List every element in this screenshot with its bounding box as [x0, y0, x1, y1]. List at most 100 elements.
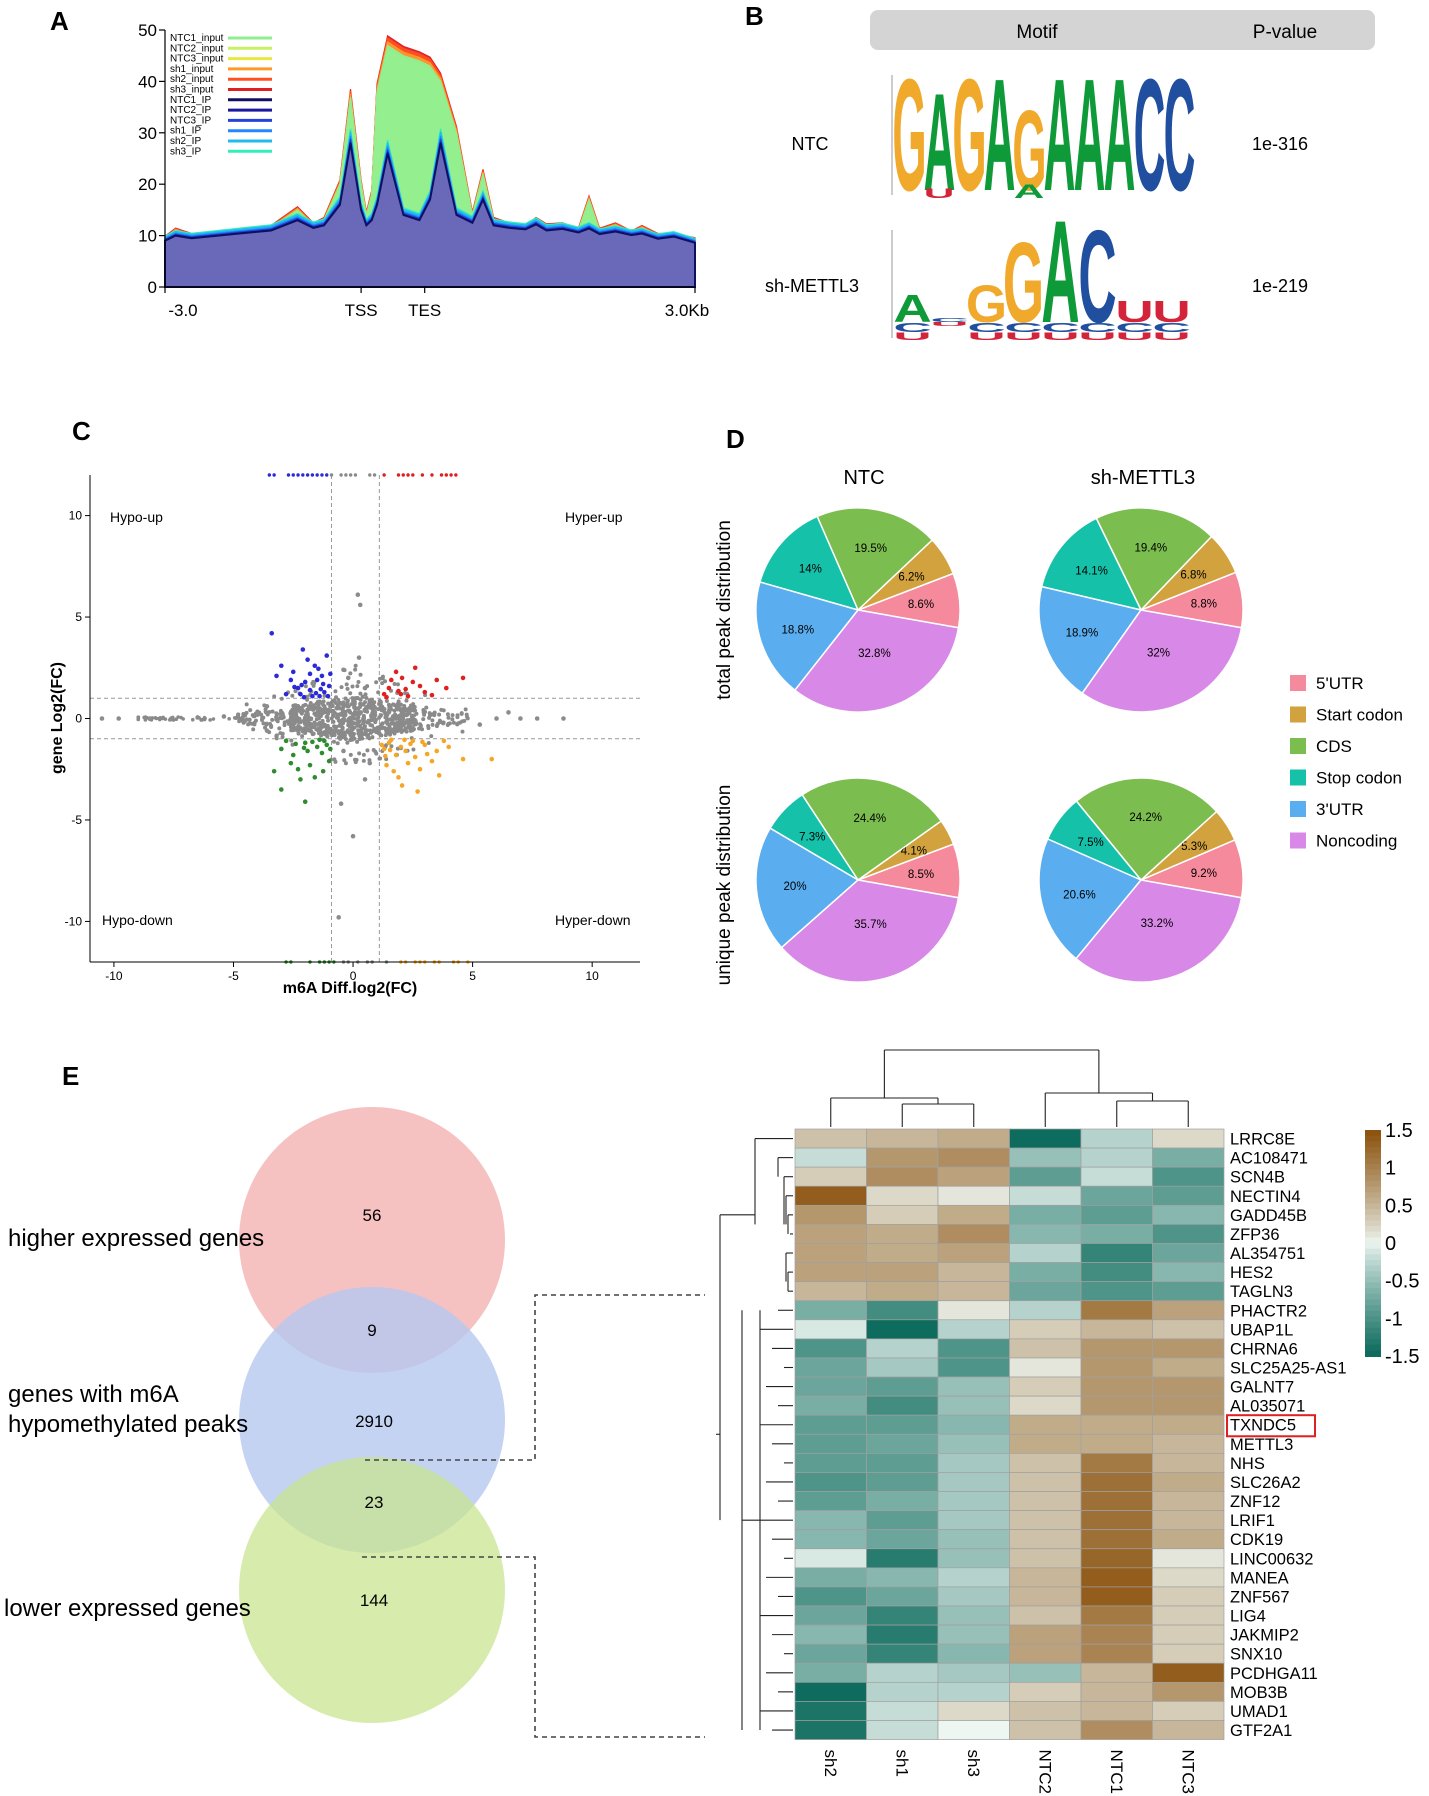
heatmap-cell — [937, 1510, 1010, 1531]
scatter-point-not-significant — [147, 716, 153, 721]
scatter-point-hypo-down — [293, 741, 298, 747]
heatmap-row-label: CHRNA6 — [1230, 1340, 1298, 1358]
scatter-point-hypo-down — [295, 766, 301, 772]
scatter-point-grey — [343, 730, 348, 735]
heatmap-row-label: UMAD1 — [1230, 1703, 1288, 1721]
heatmap-cell — [866, 1224, 939, 1244]
scatter-point-hypo-up — [316, 666, 321, 672]
heatmap-cell — [1080, 1643, 1153, 1664]
heatmap-cell — [794, 1605, 867, 1626]
heatmap-row-label: AL035071 — [1230, 1398, 1305, 1416]
scatter-point-grey — [304, 709, 309, 714]
heatmap-cell — [1080, 1281, 1153, 1302]
heatmap-cell — [937, 1281, 1010, 1302]
scatter-point-hypo-up — [269, 630, 275, 636]
scatter-point-edge — [401, 473, 405, 477]
colorbar-step — [1365, 1237, 1381, 1244]
colorbar-step — [1365, 1152, 1381, 1160]
pie-slice-label: 19.4% — [1135, 543, 1168, 555]
heatmap-cell — [1080, 1338, 1153, 1359]
heatmap-cell — [1080, 1720, 1153, 1740]
profile-legend-label: sh1_input — [170, 64, 214, 75]
venn-label-m6a-line1: genes with m6A — [8, 1381, 179, 1408]
scatter-point-grey — [335, 706, 340, 711]
scatter-point-grey — [346, 730, 351, 735]
heatmap-row-label: LINC00632 — [1230, 1550, 1313, 1568]
scatter-point-grey — [246, 722, 251, 727]
motif-letter-A: A — [1041, 192, 1079, 354]
scatter-point-grey — [309, 717, 314, 722]
pie-legend-swatch — [1290, 801, 1306, 817]
profile-y-tick-label: 0 — [148, 278, 157, 297]
scatter-point-hyper-up — [417, 683, 423, 689]
motif-letter-U: U — [893, 330, 931, 342]
scatter-point-hypo-up — [307, 671, 313, 677]
scatter-point-grey — [249, 721, 254, 726]
quadrant-label-hypo-down: Hypo-down — [102, 912, 173, 928]
scatter-point-hypo-down — [283, 738, 289, 744]
scatter-point-grey — [401, 715, 406, 720]
scatter-point-grey — [350, 684, 355, 689]
scatter-point-grey — [450, 713, 455, 718]
heatmap-cell — [866, 1262, 939, 1282]
scatter-point-grey — [349, 728, 354, 733]
scatter-point-grey — [325, 707, 330, 712]
venn-count-lower-only: 144 — [360, 1591, 388, 1610]
heatmap-column-label: NTC1 — [1107, 1750, 1126, 1794]
motif-letter-A: A — [893, 287, 931, 330]
pie-slice-label: 8.5% — [908, 869, 934, 881]
scatter-point-not-significant — [506, 710, 511, 715]
scatter-point-grey — [290, 707, 295, 712]
heatmap-cell — [794, 1643, 867, 1664]
scatter-point-grey — [274, 733, 279, 738]
scatter-point-hypo-up — [324, 653, 330, 658]
scatter-point-grey — [390, 718, 395, 723]
pie-slice — [755, 827, 860, 949]
heatmap-row-label: METTL3 — [1230, 1436, 1293, 1454]
motif-letter-U: U — [1152, 295, 1190, 329]
pie-slice-label: 24.2% — [1129, 812, 1162, 824]
scatter-point-grey — [332, 729, 337, 734]
scatter-point-hypo-up — [326, 683, 332, 689]
heatmap-cell — [1152, 1643, 1225, 1664]
profile-x-tick-label: TSS — [345, 301, 378, 320]
pie-slice-label: 4.1% — [901, 845, 927, 857]
panel-label-c: C — [72, 416, 91, 446]
scatter-point-grey — [261, 721, 266, 726]
pie-slice-label: 7.5% — [1078, 837, 1104, 849]
heatmap-cell — [1152, 1586, 1225, 1607]
scatter-point-hypo-up — [312, 663, 318, 669]
scatter-point-grey — [394, 706, 399, 711]
scatter-point-hypo-down — [298, 777, 303, 782]
scatter-point-hypo-down — [307, 762, 313, 768]
scatter-point-hypo-up — [300, 647, 306, 652]
scatter-point-grey — [270, 709, 275, 714]
scatter-point-grey — [339, 723, 344, 728]
scatter-point-grey — [430, 718, 435, 723]
scatter-point-grey — [424, 705, 429, 710]
scatter-point-edge — [315, 473, 319, 477]
scatter-point-grey — [358, 672, 363, 677]
heatmap-cell — [1080, 1605, 1153, 1626]
scatter-point-edge — [444, 473, 449, 477]
scatter-point-grey — [357, 737, 362, 742]
heatmap-cell — [794, 1662, 867, 1683]
motif-letter-A: A — [1074, 45, 1106, 224]
heatmap-cell — [866, 1472, 939, 1492]
scatter-point-grey — [318, 730, 323, 735]
scatter-point-not-significant — [477, 722, 483, 727]
scatter-point-hypo-up — [328, 671, 333, 677]
scatter-point-hypo-down — [271, 768, 277, 774]
motif-letter-A: A — [924, 65, 956, 220]
scatter-point-hypo-up — [288, 677, 294, 683]
scatter-point-hyper-up — [444, 685, 449, 691]
scatter-point-hyper-up — [396, 688, 401, 694]
colorbar-step — [1365, 1203, 1381, 1211]
heatmap-cell — [1009, 1643, 1082, 1664]
scatter-point-grey — [371, 747, 376, 752]
motif-letter-U: U — [924, 185, 955, 201]
scatter-point-grey — [179, 715, 183, 720]
heatmap-cell — [1009, 1357, 1082, 1378]
scatter-point-grey — [279, 696, 284, 701]
scatter-point-grey — [367, 699, 372, 704]
